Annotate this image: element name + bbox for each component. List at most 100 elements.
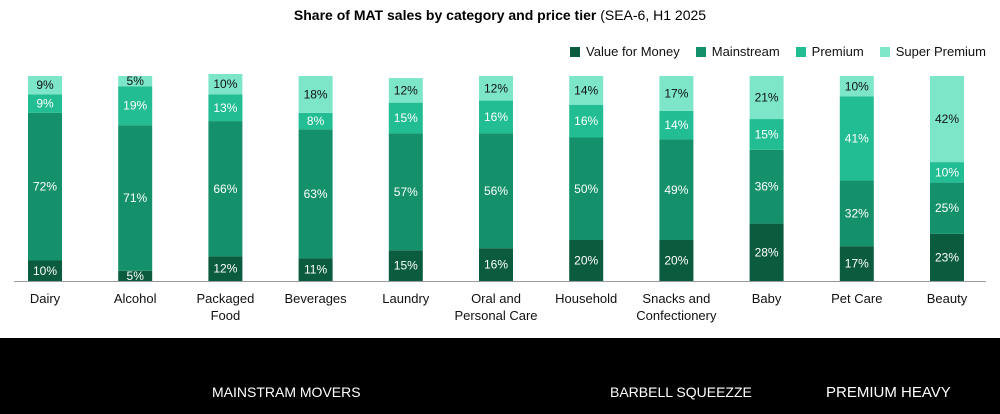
data-label-baby-mainstream: 36% <box>755 180 779 194</box>
bar-segment-oral-and-personal-care-value-for-money <box>479 248 513 281</box>
data-label-alcohol-value-for-money: 5% <box>127 269 145 283</box>
data-label-oral-and-personal-care-mainstream: 56% <box>484 184 508 198</box>
data-label-oral-and-personal-care-premium: 16% <box>484 110 508 124</box>
group-label-mainstream-movers: MAINSTRAM MOVERS <box>212 384 361 400</box>
legend-label-value-for-money: Value for Money <box>586 44 680 59</box>
legend-swatch-super-premium <box>879 46 890 57</box>
legend-item-super-premium: Super Premium <box>879 44 986 59</box>
bar-segment-household-value-for-money <box>569 240 604 281</box>
bar-segment-laundry-mainstream <box>388 133 423 251</box>
bar-segment-laundry-value-for-money <box>388 250 423 281</box>
data-label-laundry-value-for-money: 15% <box>394 259 418 273</box>
bar-segment-dairy-super-premium <box>28 76 62 95</box>
bar-segment-baby-value-for-money <box>749 223 784 281</box>
category-label-packaged-food: Packaged Food <box>196 291 254 323</box>
data-label-snacks-and-confectionery-mainstream: 49% <box>664 183 688 197</box>
bar-segment-household-super-premium <box>569 76 604 105</box>
bar-segment-snacks-and-confectionery-mainstream <box>659 139 694 240</box>
data-label-packaged-food-value-for-money: 12% <box>213 262 237 276</box>
data-label-baby-value-for-money: 28% <box>755 245 779 259</box>
bar-segment-household-premium <box>569 104 604 138</box>
data-label-dairy-mainstream: 72% <box>33 180 57 194</box>
legend-item-mainstream: Mainstream <box>695 44 780 59</box>
bar-segment-beverages-mainstream <box>298 129 333 259</box>
chart-legend: Value for Money Mainstream Premium Super… <box>570 44 986 59</box>
bar-segment-alcohol-value-for-money <box>118 270 153 281</box>
data-label-dairy-value-for-money: 10% <box>33 264 57 278</box>
group-label-premium-heavy: PREMIUM HEAVY <box>826 384 951 401</box>
category-label-beverages: Beverages <box>285 291 348 306</box>
bar-segment-household-mainstream <box>569 137 604 240</box>
bar-segment-oral-and-personal-care-premium <box>479 100 513 134</box>
category-label-snacks-and-confectionery: Snacks and Confectionery <box>636 291 717 323</box>
data-label-snacks-and-confectionery-super-premium: 17% <box>664 86 688 100</box>
data-label-laundry-super-premium: 12% <box>394 83 418 97</box>
data-label-beverages-mainstream: 63% <box>304 187 328 201</box>
data-label-pet-care-value-for-money: 17% <box>845 257 869 271</box>
chart-title: Share of MAT sales by category and price… <box>0 7 1000 23</box>
bar-segment-alcohol-premium <box>118 86 153 126</box>
bar-segment-snacks-and-confectionery-premium <box>659 110 694 140</box>
chart-title-bold: Share of MAT sales by category and price… <box>293 7 597 23</box>
bar-segment-laundry-premium <box>388 102 423 134</box>
data-label-laundry-premium: 15% <box>394 111 418 125</box>
bar-segment-pet-care-mainstream <box>839 180 874 247</box>
data-label-dairy-super-premium: 9% <box>36 78 54 92</box>
category-label-alcohol: Alcohol <box>114 291 157 306</box>
category-label-oral-and-personal-care: Oral and Personal Care <box>454 291 537 323</box>
bar-segment-oral-and-personal-care-mainstream <box>479 133 513 249</box>
legend-item-premium: Premium <box>795 44 864 59</box>
bar-segment-packaged-food-mainstream <box>208 121 243 257</box>
bar-segment-packaged-food-value-for-money <box>208 256 243 281</box>
data-label-pet-care-super-premium: 10% <box>845 79 869 93</box>
bar-segment-laundry-super-premium <box>388 78 423 103</box>
data-label-beverages-premium: 8% <box>307 114 325 128</box>
data-label-dairy-premium: 9% <box>36 97 54 111</box>
data-label-beauty-value-for-money: 23% <box>935 250 959 264</box>
group-label-barbell-squeeze: BARBELL SQUEEZZE <box>610 384 752 400</box>
legend-label-super-premium: Super Premium <box>895 44 986 59</box>
data-label-oral-and-personal-care-super-premium: 12% <box>484 81 508 95</box>
data-label-beauty-super-premium: 42% <box>935 112 959 126</box>
bar-segment-dairy-premium <box>28 94 62 113</box>
bar-segment-beauty-super-premium <box>930 76 964 163</box>
bar-segment-oral-and-personal-care-super-premium <box>479 76 513 101</box>
category-label-laundry: Laundry <box>382 291 429 306</box>
data-label-snacks-and-confectionery-premium: 14% <box>664 118 688 132</box>
legend-item-value-for-money: Value for Money <box>570 44 680 59</box>
bar-segment-snacks-and-confectionery-super-premium <box>659 76 694 111</box>
bar-segment-pet-care-value-for-money <box>839 246 874 281</box>
data-label-beauty-mainstream: 25% <box>935 201 959 215</box>
legend-swatch-mainstream <box>695 46 706 57</box>
bar-segment-pet-care-super-premium <box>839 76 874 97</box>
bar-segment-beverages-super-premium <box>298 76 333 113</box>
bar-segment-packaged-food-super-premium <box>208 73 243 95</box>
chart-title-rest: (SEA-6, H1 2025 <box>596 7 707 23</box>
bar-segment-dairy-mainstream <box>28 112 62 261</box>
data-label-household-mainstream: 50% <box>574 182 598 196</box>
data-label-beauty-premium: 10% <box>935 165 959 179</box>
bar-segment-baby-premium <box>749 119 784 150</box>
bar-segment-beauty-premium <box>930 162 964 183</box>
bar-segment-beverages-premium <box>298 112 333 130</box>
bar-segment-pet-care-premium <box>839 96 874 181</box>
legend-swatch-premium <box>795 46 806 57</box>
data-label-beverages-value-for-money: 11% <box>304 263 327 277</box>
bar-segment-alcohol-super-premium <box>118 76 153 87</box>
data-label-beverages-super-premium: 18% <box>304 87 328 101</box>
data-label-baby-premium: 15% <box>755 127 779 141</box>
data-label-pet-care-mainstream: 32% <box>845 206 869 220</box>
stacked-bar-chart: 10% 72% 9% 9% Dairy 5% 71% 19% 5% Alcohol 12% 66% 13… <box>14 73 986 323</box>
data-label-oral-and-personal-care-value-for-money: 16% <box>484 258 508 272</box>
data-label-laundry-mainstream: 57% <box>394 185 418 199</box>
bar-segment-baby-super-premium <box>749 76 784 120</box>
category-label-pet-care: Pet Care <box>831 291 882 306</box>
bar-segment-beverages-value-for-money <box>298 258 333 281</box>
bar-segment-beauty-mainstream <box>930 182 964 234</box>
data-label-alcohol-premium: 19% <box>123 99 147 113</box>
bar-segment-baby-mainstream <box>749 149 784 224</box>
category-label-baby: Baby <box>752 291 782 306</box>
group-footer-bar: MAINSTRAM MOVERS BARBELL SQUEEZZE PREMIU… <box>0 338 1000 414</box>
data-label-baby-super-premium: 21% <box>755 91 779 105</box>
data-label-alcohol-super-premium: 5% <box>127 74 145 88</box>
